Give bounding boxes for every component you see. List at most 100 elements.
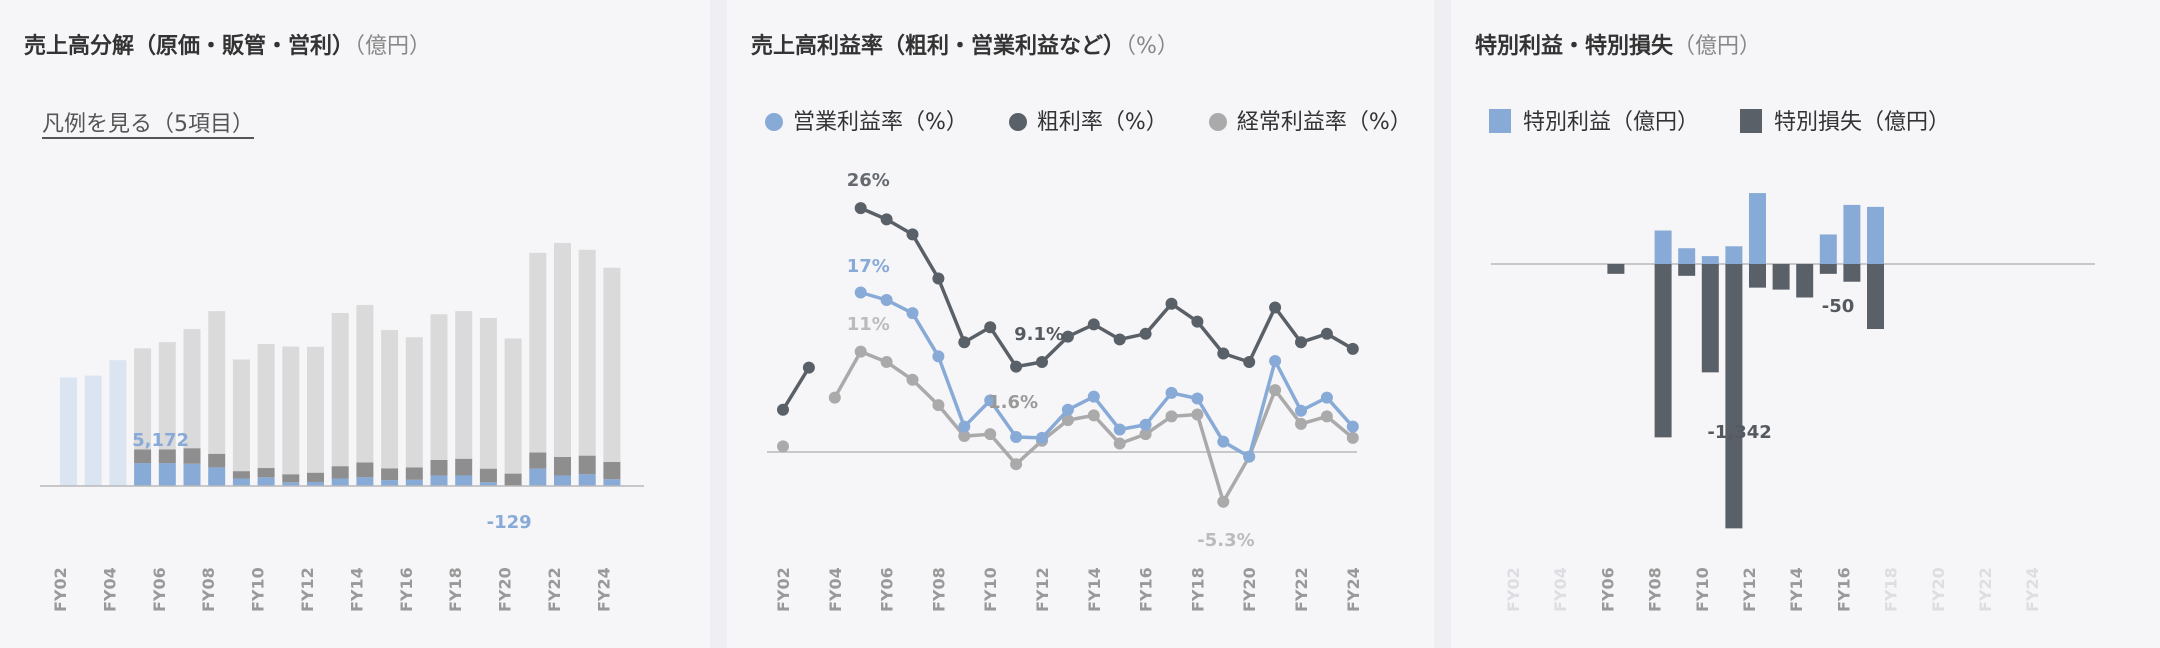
data-point bbox=[1036, 431, 1048, 444]
x-tick-label: FY24 bbox=[594, 567, 613, 612]
cost-of-sales-bar bbox=[529, 252, 547, 453]
special-loss-bar bbox=[1796, 264, 1814, 298]
cost-of-sales-bar bbox=[455, 311, 473, 459]
data-point bbox=[1269, 384, 1282, 397]
cost-of-sales-bar bbox=[257, 344, 275, 469]
sga-bar bbox=[529, 452, 547, 469]
sales-bar bbox=[60, 377, 77, 486]
data-point bbox=[1061, 414, 1074, 427]
legend-item-special-loss[interactable]: 特別損失（億円） bbox=[1740, 104, 1950, 136]
data-point bbox=[1217, 347, 1230, 360]
data-point bbox=[932, 399, 945, 412]
data-point bbox=[1217, 495, 1230, 508]
sga-bar bbox=[578, 455, 596, 475]
x-tick-label: FY10 bbox=[981, 567, 1000, 612]
cost-of-sales-bar bbox=[307, 346, 324, 473]
cost-of-sales-bar bbox=[282, 346, 300, 475]
x-tick-label: FY04 bbox=[100, 567, 119, 612]
sga-bar bbox=[257, 468, 275, 478]
x-tick-label: FY06 bbox=[878, 567, 897, 612]
data-point bbox=[1087, 390, 1100, 403]
data-point bbox=[1320, 391, 1333, 404]
data-point bbox=[1320, 327, 1333, 340]
data-point bbox=[1346, 431, 1359, 444]
title-text: 売上高利益率（粗利・営業利益など） bbox=[751, 34, 1126, 59]
legend-label: 特別損失（億円） bbox=[1774, 110, 1951, 135]
operating-profit-bar bbox=[331, 478, 349, 486]
sga-bar bbox=[331, 466, 349, 479]
sga-bar bbox=[208, 453, 226, 468]
legend-toggle-link[interactable]: 凡例を見る（5項目） bbox=[42, 112, 254, 137]
margin-chart: 26% 17% 11% 9.1% 1.6% -5.3% FY02 FY04 FY06 FY08 FY… bbox=[767, 170, 1363, 612]
special-gain-bar bbox=[1867, 206, 1884, 264]
legend-item-special-gain[interactable]: 特別利益（億円） bbox=[1489, 104, 1699, 136]
data-point bbox=[1113, 423, 1126, 436]
data-point bbox=[1139, 428, 1152, 441]
data-point bbox=[854, 202, 867, 215]
sga-bar bbox=[554, 456, 571, 476]
data-label: -129 bbox=[487, 512, 532, 533]
data-point bbox=[1061, 403, 1074, 416]
x-tick-label: FY08 bbox=[1646, 567, 1665, 612]
special-gain-bar bbox=[1654, 230, 1672, 264]
x-tick-label: FY22 bbox=[545, 567, 564, 612]
operating-profit-bar bbox=[529, 468, 547, 486]
sga-bar bbox=[479, 468, 497, 483]
data-point bbox=[906, 307, 919, 320]
data-point bbox=[1165, 410, 1178, 423]
x-tick-label: FY06 bbox=[1598, 567, 1617, 612]
sales-bar bbox=[84, 375, 102, 486]
special-gain-bar bbox=[1701, 256, 1719, 264]
data-point bbox=[1139, 418, 1152, 431]
title-text: 売上高分解（原価・販管・営利） bbox=[24, 34, 355, 59]
data-point bbox=[1191, 392, 1204, 405]
data-point bbox=[906, 228, 919, 241]
panel-title: 売上高分解（原価・販管・営利）（億円） bbox=[24, 28, 431, 60]
cost-of-sales-bar bbox=[405, 337, 423, 468]
x-tick-label: FY20 bbox=[1240, 567, 1259, 612]
data-point bbox=[1036, 355, 1048, 368]
data-point bbox=[958, 336, 971, 349]
data-label: -1,342 bbox=[1707, 422, 1771, 443]
operating-profit-bar bbox=[158, 463, 176, 486]
operating-profit-bar bbox=[603, 479, 621, 486]
data-label: -5.3% bbox=[1197, 530, 1254, 551]
x-tick-label: FY06 bbox=[150, 567, 169, 612]
legend-item-ordinary-margin[interactable]: 経常利益率（%） bbox=[1208, 104, 1411, 136]
data-point bbox=[1191, 315, 1204, 328]
operating-profit-bar bbox=[282, 482, 300, 486]
x-tick-label: FY14 bbox=[1787, 567, 1806, 612]
data-point bbox=[1087, 318, 1100, 331]
data-point bbox=[1269, 301, 1282, 314]
data-point bbox=[1295, 404, 1307, 417]
operating-profit-bar bbox=[257, 477, 275, 486]
sga-bar bbox=[381, 468, 399, 481]
series-line bbox=[860, 290, 1355, 459]
sga-bar bbox=[282, 474, 300, 483]
legend-label: 営業利益率（%） bbox=[793, 110, 968, 135]
x-tick-label: FY04 bbox=[826, 567, 845, 612]
legend: 特別利益（億円） 特別損失（億円） bbox=[1489, 104, 2135, 136]
x-tick-label: FY18 bbox=[446, 567, 465, 612]
sales-bar bbox=[109, 360, 127, 486]
x-tick-label: FY08 bbox=[929, 567, 948, 612]
operating-profit-bar bbox=[208, 467, 226, 486]
x-tick-label: FY16 bbox=[1834, 567, 1853, 612]
special-items-panel: 特別利益・特別損失（億円） 特別利益（億円） 特別損失（億円） -1,342 -5… bbox=[1451, 0, 2160, 648]
special-gain-bar bbox=[1725, 246, 1743, 264]
operating-profit-bar bbox=[578, 474, 596, 486]
cost-of-sales-bar bbox=[504, 338, 522, 474]
legend-item-gross-margin[interactable]: 粗利率（%） bbox=[1008, 104, 1168, 136]
data-point bbox=[984, 428, 997, 441]
x-tick-label: FY12 bbox=[1740, 567, 1759, 612]
operating-profit-bar bbox=[232, 478, 250, 486]
operating-profit-bar bbox=[307, 481, 324, 486]
legend-item-operating-margin[interactable]: 営業利益率（%） bbox=[765, 104, 968, 136]
special-loss-bar bbox=[1843, 264, 1861, 282]
sga-bar bbox=[134, 449, 152, 464]
sga-bar bbox=[183, 448, 201, 464]
x-tick-label: FY08 bbox=[199, 567, 218, 612]
legend-swatch bbox=[1489, 109, 1511, 133]
x-tick-label: FY10 bbox=[249, 567, 268, 612]
x-tick-label: FY12 bbox=[1033, 567, 1052, 612]
